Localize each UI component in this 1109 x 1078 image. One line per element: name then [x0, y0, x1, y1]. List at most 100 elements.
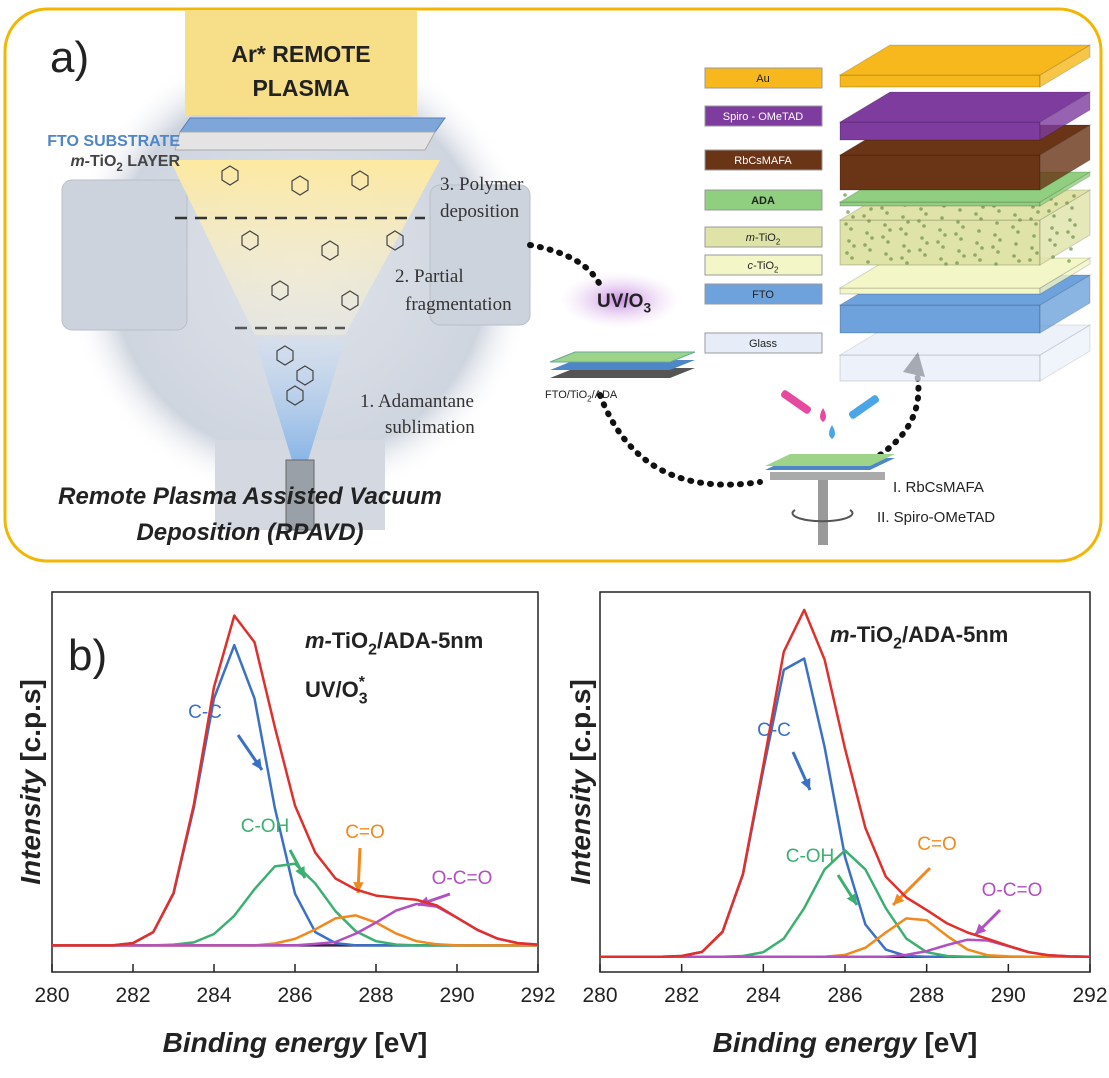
particle [866, 260, 870, 264]
particle [919, 207, 923, 211]
y-axis-label-italic: Intensity [565, 768, 596, 885]
x-tick-label: 282 [115, 984, 150, 1007]
particle [862, 214, 866, 218]
particle [1017, 259, 1021, 263]
spin-chuck [770, 472, 885, 480]
particle [938, 228, 942, 232]
substrate-label: FTO SUBSTRATE [47, 133, 180, 150]
particle [1051, 255, 1055, 259]
xps-curve [52, 645, 538, 945]
particle [1047, 209, 1051, 213]
port-left [62, 180, 187, 330]
y-axis-label: Intensity[c.p.s] [15, 679, 46, 885]
particle [1065, 201, 1069, 205]
particle [973, 253, 977, 257]
sample-annotation-sup: * [359, 674, 366, 691]
peak-label: C-C [757, 720, 791, 741]
particle [904, 232, 908, 236]
particle [867, 219, 871, 223]
particle [907, 249, 911, 253]
particle [980, 246, 984, 250]
layer-label-suffix: LAYER [123, 153, 181, 170]
layer-label-italic: m- [70, 153, 90, 170]
sample-annotation: m-TiO2/ADA-5nm [830, 622, 1008, 653]
particle [998, 238, 1002, 242]
particle [1053, 243, 1057, 247]
particle [1011, 225, 1015, 229]
layer-label-main: TiO [90, 153, 116, 170]
particle [977, 229, 981, 233]
particle [863, 243, 867, 247]
particle [843, 193, 847, 197]
x-axis-label: Binding energy[eV] [163, 1027, 428, 1058]
sample-annotation-sub: 2 [368, 642, 377, 659]
particle [851, 215, 855, 219]
layer-front [840, 355, 1040, 381]
x-axis-label-main: [eV] [374, 1027, 427, 1058]
particle [1068, 218, 1072, 222]
peak-label: O-C=O [982, 880, 1043, 901]
xps-curve [600, 850, 1090, 956]
particle [844, 222, 848, 226]
layer-label-italic: m- [746, 232, 759, 244]
layer-front [840, 202, 1040, 206]
particle [1070, 206, 1074, 210]
particle [974, 212, 978, 216]
peak-label: C-C [188, 702, 222, 723]
sample-label-main: FTO/TiO [545, 389, 588, 401]
treatment-label: UV/O3 [597, 291, 651, 316]
particle [899, 227, 903, 231]
panel-label: a) [50, 33, 89, 82]
spin-stem [818, 480, 828, 545]
step-label: 1. Adamantane [360, 391, 474, 412]
particle [1054, 202, 1058, 206]
particle [991, 245, 995, 249]
peak-label: O-C=O [432, 868, 493, 889]
sample-annotation-main: UV/O [305, 677, 359, 702]
particle [1048, 238, 1052, 242]
particle [900, 256, 904, 260]
particle [884, 252, 888, 256]
caption: Remote Plasma Assisted Vacuum [58, 483, 442, 510]
x-axis-label: Binding energy[eV] [713, 1027, 978, 1058]
particle [846, 210, 850, 214]
sample-annotation-main: TiO [857, 622, 893, 647]
particle [922, 224, 926, 228]
particle [902, 244, 906, 248]
layer-label-main: TiO [757, 260, 775, 272]
sample-annotation-main: TiO [332, 628, 368, 653]
sample-ada [550, 352, 695, 362]
particle [906, 220, 910, 224]
particle [1067, 259, 1071, 263]
particle [1032, 234, 1036, 238]
spin-step: I. RbCsMAFA [893, 479, 984, 496]
layer-label-sub: 2 [774, 265, 778, 274]
particle [1052, 214, 1056, 218]
x-tick-label: 286 [827, 984, 862, 1007]
sample-label-suffix: /ADA [592, 389, 618, 401]
layer-label: ADA [751, 195, 775, 207]
sample-annotation: UV/O3* [305, 674, 368, 708]
peak-label: C=O [345, 822, 385, 843]
sample-annotation-sub: 2 [893, 636, 902, 653]
sample-annotation-suffix: /ADA-5nm [902, 622, 1008, 647]
particle [868, 248, 872, 252]
layer-label: Au [756, 73, 769, 85]
particle [924, 212, 928, 216]
particle [993, 233, 997, 237]
layer-label: Glass [749, 338, 778, 350]
particle [1028, 258, 1032, 262]
layer-label-sub: 2 [776, 237, 780, 246]
tio2-layer [175, 132, 435, 150]
x-tick-label: 288 [358, 984, 393, 1007]
particle [852, 244, 856, 248]
particle [1034, 222, 1038, 226]
plasma-title: Ar* REMOTE [231, 41, 370, 67]
particle [1035, 251, 1039, 255]
y-axis-label: Intensity[c.p.s] [565, 679, 596, 885]
particle [958, 208, 962, 212]
particle [944, 262, 948, 266]
particle [901, 215, 905, 219]
sample-annotation-italic: m- [305, 628, 332, 653]
fto-substrate [180, 118, 445, 132]
